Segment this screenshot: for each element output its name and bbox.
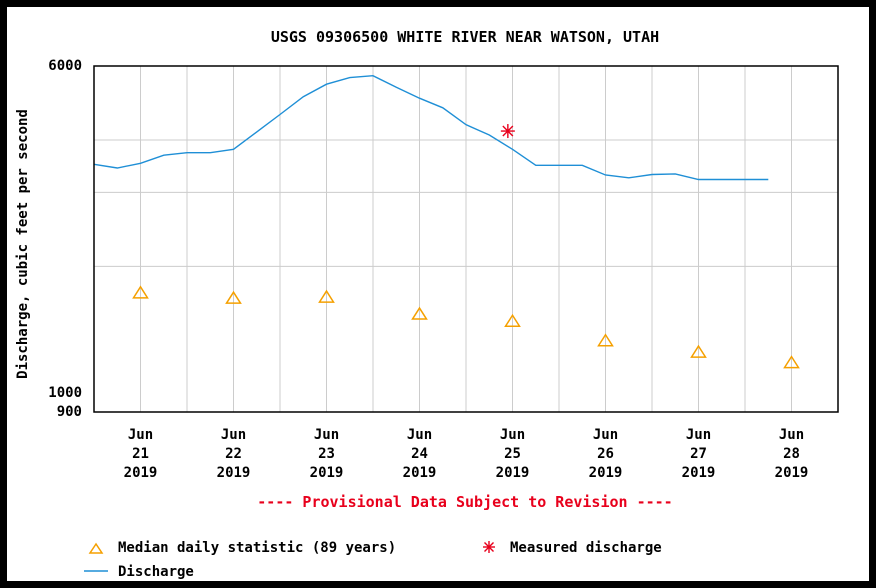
x-tick-label: Jun bbox=[500, 427, 525, 443]
median-marker bbox=[504, 313, 521, 328]
plot-border bbox=[93, 65, 839, 413]
measured-markers bbox=[500, 124, 515, 139]
discharge-chart: USGS 09306500 WHITE RIVER NEAR WATSON, U… bbox=[15, 28, 839, 580]
x-tick-label: Jun bbox=[779, 427, 804, 443]
x-tick-label: 2019 bbox=[310, 465, 344, 481]
x-tick-label: 28 bbox=[783, 446, 800, 462]
chart-title: USGS 09306500 WHITE RIVER NEAR WATSON, U… bbox=[271, 28, 659, 46]
y-tick-label: 1000 bbox=[48, 385, 82, 401]
median-marker bbox=[132, 285, 149, 299]
median-marker bbox=[783, 355, 800, 369]
legend-discharge-label: Discharge bbox=[118, 564, 194, 580]
y-axis-label: Discharge, cubic feet per second bbox=[15, 109, 31, 379]
y-tick-labels: 6000 1000 900 bbox=[48, 58, 82, 420]
x-tick-label: Jun bbox=[407, 427, 432, 443]
median-marker bbox=[690, 344, 707, 358]
x-tick-label: Jun bbox=[593, 427, 618, 443]
measured-marker bbox=[500, 124, 515, 139]
x-tick-labels: Jun 21 2019 Jun 22 2019 Jun 23 2019 Jun 24 2019 Jun 2… bbox=[124, 427, 809, 481]
x-tick-label: Jun bbox=[128, 427, 153, 443]
discharge-line bbox=[93, 74, 769, 181]
y-tick-label: 6000 bbox=[48, 58, 82, 74]
x-tick-label: 2019 bbox=[775, 465, 809, 481]
legend-median-icon bbox=[88, 542, 104, 554]
x-tick-label: 2019 bbox=[496, 465, 530, 481]
x-tick-label: 22 bbox=[225, 446, 242, 462]
median-marker bbox=[318, 289, 335, 303]
legend-median-label: Median daily statistic (89 years) bbox=[118, 540, 396, 556]
x-tick-label: 25 bbox=[504, 446, 521, 462]
chart-frame: USGS 09306500 WHITE RIVER NEAR WATSON, U… bbox=[7, 7, 869, 581]
x-tick-label: 2019 bbox=[682, 465, 716, 481]
x-tick-label: 26 bbox=[597, 446, 614, 462]
x-tick-label: 2019 bbox=[217, 465, 251, 481]
x-tick-label: Jun bbox=[314, 427, 339, 443]
provisional-note: ---- Provisional Data Subject to Revisio… bbox=[257, 493, 672, 511]
x-tick-label: 2019 bbox=[589, 465, 623, 481]
legend-measured-icon bbox=[483, 541, 495, 553]
x-tick-label: 23 bbox=[318, 446, 335, 462]
x-tick-label: 24 bbox=[411, 446, 428, 462]
x-tick-label: 27 bbox=[690, 446, 707, 462]
grid-lines bbox=[94, 66, 838, 412]
x-tick-label: 2019 bbox=[124, 465, 158, 481]
median-markers bbox=[132, 285, 800, 369]
x-tick-label: Jun bbox=[686, 427, 711, 443]
legend-measured-label: Measured discharge bbox=[510, 540, 662, 556]
legend: Median daily statistic (89 years) Measur… bbox=[84, 540, 662, 580]
median-marker bbox=[597, 333, 614, 347]
median-marker bbox=[225, 290, 242, 304]
median-marker bbox=[411, 306, 428, 320]
x-tick-label: 2019 bbox=[403, 465, 437, 481]
x-tick-label: Jun bbox=[221, 427, 246, 443]
x-tick-label: 21 bbox=[132, 446, 149, 462]
y-tick-label: 900 bbox=[57, 404, 82, 420]
